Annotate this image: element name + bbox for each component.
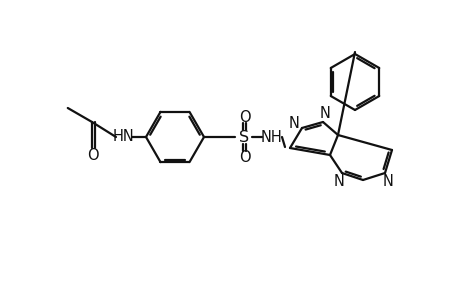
Text: N: N: [288, 116, 299, 130]
Text: N: N: [319, 106, 330, 121]
Text: S: S: [238, 130, 248, 145]
Text: NH: NH: [261, 130, 282, 145]
Text: O: O: [238, 110, 250, 124]
Text: N: N: [333, 173, 344, 188]
Text: O: O: [238, 149, 250, 164]
Text: N: N: [382, 173, 392, 188]
Text: HN: HN: [113, 128, 134, 143]
Text: O: O: [87, 148, 99, 163]
